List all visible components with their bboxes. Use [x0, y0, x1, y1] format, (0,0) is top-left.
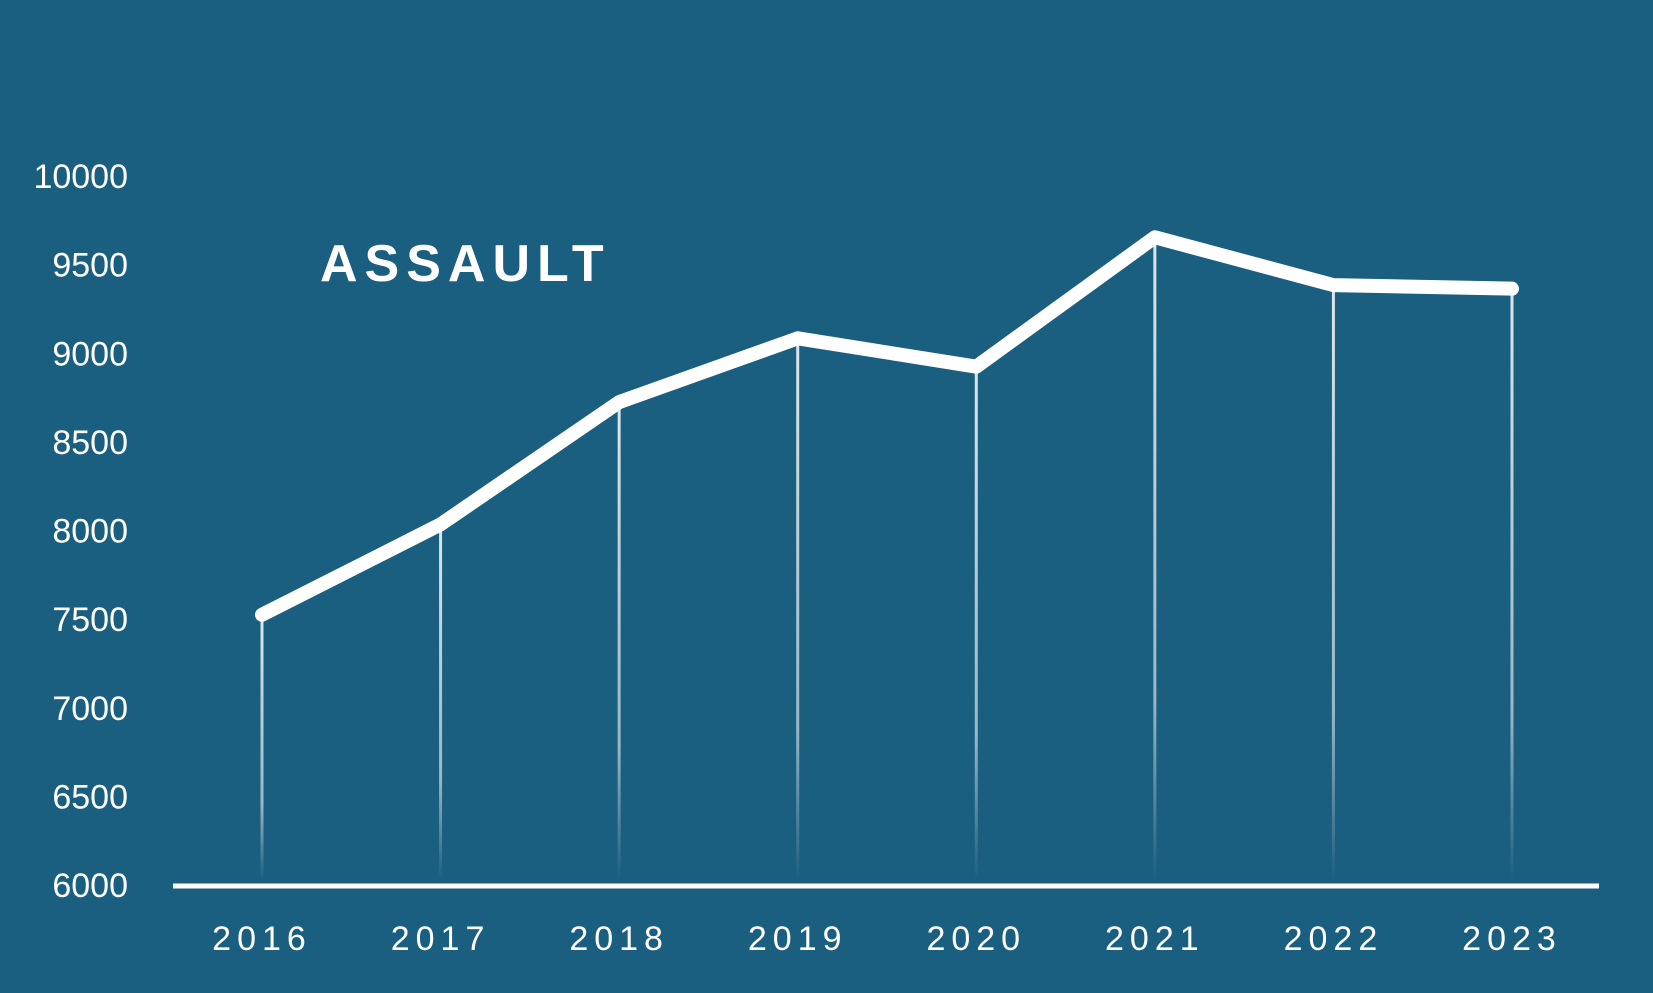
y-tick-label-10000: 10000	[33, 158, 128, 196]
x-tick-label-2016: 2016	[212, 920, 312, 958]
y-tick-label-8000: 8000	[52, 513, 128, 551]
y-tick-label-8500: 8500	[52, 424, 128, 462]
assault-series-line	[255, 230, 1519, 622]
chart-title: ASSAULT	[320, 235, 611, 293]
y-tick-label-9000: 9000	[52, 335, 128, 373]
x-tick-label-2017: 2017	[391, 920, 491, 958]
x-tick-label-2021: 2021	[1105, 920, 1205, 958]
x-tick-label-2022: 2022	[1284, 920, 1384, 958]
y-tick-label-6500: 6500	[52, 778, 128, 816]
x-tick-label-2019: 2019	[748, 920, 848, 958]
y-tick-label-6000: 6000	[52, 867, 128, 905]
x-tick-label-2023: 2023	[1462, 920, 1562, 958]
x-tick-label-2020: 2020	[926, 920, 1026, 958]
x-tick-label-2018: 2018	[569, 920, 669, 958]
y-tick-label-7500: 7500	[52, 601, 128, 639]
y-tick-label-7000: 7000	[52, 690, 128, 728]
y-tick-label-9500: 9500	[52, 247, 128, 285]
